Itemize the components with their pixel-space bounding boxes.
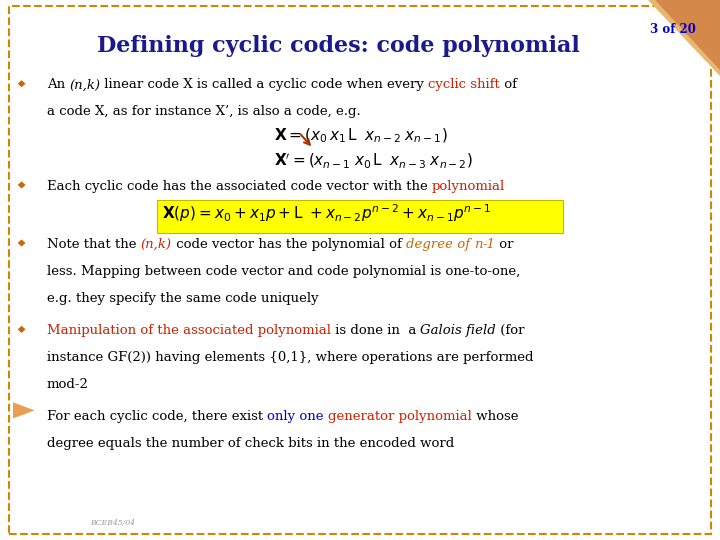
Polygon shape xyxy=(18,326,25,333)
FancyBboxPatch shape xyxy=(157,200,563,233)
Text: or: or xyxy=(495,238,514,251)
Polygon shape xyxy=(655,0,720,70)
Text: -1: -1 xyxy=(482,238,495,251)
Text: (n,k): (n,k) xyxy=(140,238,171,251)
Text: less. Mapping between code vector and code polynomial is one-to-one,: less. Mapping between code vector and co… xyxy=(47,265,520,278)
Text: a code X, as for instance X’, is also a code, e.g.: a code X, as for instance X’, is also a … xyxy=(47,105,361,118)
Text: code vector has the polynomial of: code vector has the polynomial of xyxy=(171,238,405,251)
Text: is done in  a: is done in a xyxy=(330,324,420,337)
Text: e.g. they specify the same code uniquely: e.g. they specify the same code uniquely xyxy=(47,292,318,305)
Text: cyclic shift: cyclic shift xyxy=(428,78,500,91)
Text: BCEB45/04: BCEB45/04 xyxy=(90,518,135,526)
Text: Manipulation of the associated polynomial: Manipulation of the associated polynomia… xyxy=(47,324,330,337)
Text: instance GF(2)) having elements {0,1}, where operations are performed: instance GF(2)) having elements {0,1}, w… xyxy=(47,351,534,364)
Polygon shape xyxy=(13,402,35,418)
Text: mod-2: mod-2 xyxy=(47,378,89,391)
Text: only one: only one xyxy=(267,410,324,423)
Text: $\mathbf{X'}=(x_{n-1}\;x_0\,\mathrm{L}\;\;x_{n-3}\;x_{n-2})$: $\mathbf{X'}=(x_{n-1}\;x_0\,\mathrm{L}\;… xyxy=(274,151,472,170)
Polygon shape xyxy=(648,0,720,76)
Text: For each cyclic code, there exist: For each cyclic code, there exist xyxy=(47,410,267,423)
Text: Each cyclic code has the associated code vector with the: Each cyclic code has the associated code… xyxy=(47,180,432,193)
Text: linear code X is called a cyclic code when every: linear code X is called a cyclic code wh… xyxy=(100,78,428,91)
Text: degree of: degree of xyxy=(405,238,474,251)
Polygon shape xyxy=(18,239,25,247)
Text: generator polynomial: generator polynomial xyxy=(328,410,472,423)
Text: $\mathbf{X}(p)=x_0+x_1 p+\mathrm{L}\;+x_{n-2}p^{n-2}+x_{n-1}p^{n-1}$: $\mathbf{X}(p)=x_0+x_1 p+\mathrm{L}\;+x_… xyxy=(162,202,492,224)
Text: 3 of 20: 3 of 20 xyxy=(650,23,696,36)
Text: (for: (for xyxy=(496,324,525,337)
Text: degree equals the number of check bits in the encoded word: degree equals the number of check bits i… xyxy=(47,437,454,450)
Polygon shape xyxy=(18,80,25,87)
Text: Galois field: Galois field xyxy=(420,324,496,337)
Text: of: of xyxy=(500,78,517,91)
Text: Note that the: Note that the xyxy=(47,238,140,251)
Text: An: An xyxy=(47,78,69,91)
Text: polynomial: polynomial xyxy=(432,180,505,193)
Text: whose: whose xyxy=(472,410,518,423)
Text: (n,k): (n,k) xyxy=(69,78,100,91)
Text: n: n xyxy=(474,238,482,251)
Text: Defining cyclic codes: code polynomial: Defining cyclic codes: code polynomial xyxy=(97,35,580,57)
Polygon shape xyxy=(18,181,25,188)
Text: $\mathbf{X}=(x_0\,x_1\,\mathrm{L}\;\;x_{n-2}\;x_{n-1})$: $\mathbf{X}=(x_0\,x_1\,\mathrm{L}\;\;x_{… xyxy=(274,127,447,145)
